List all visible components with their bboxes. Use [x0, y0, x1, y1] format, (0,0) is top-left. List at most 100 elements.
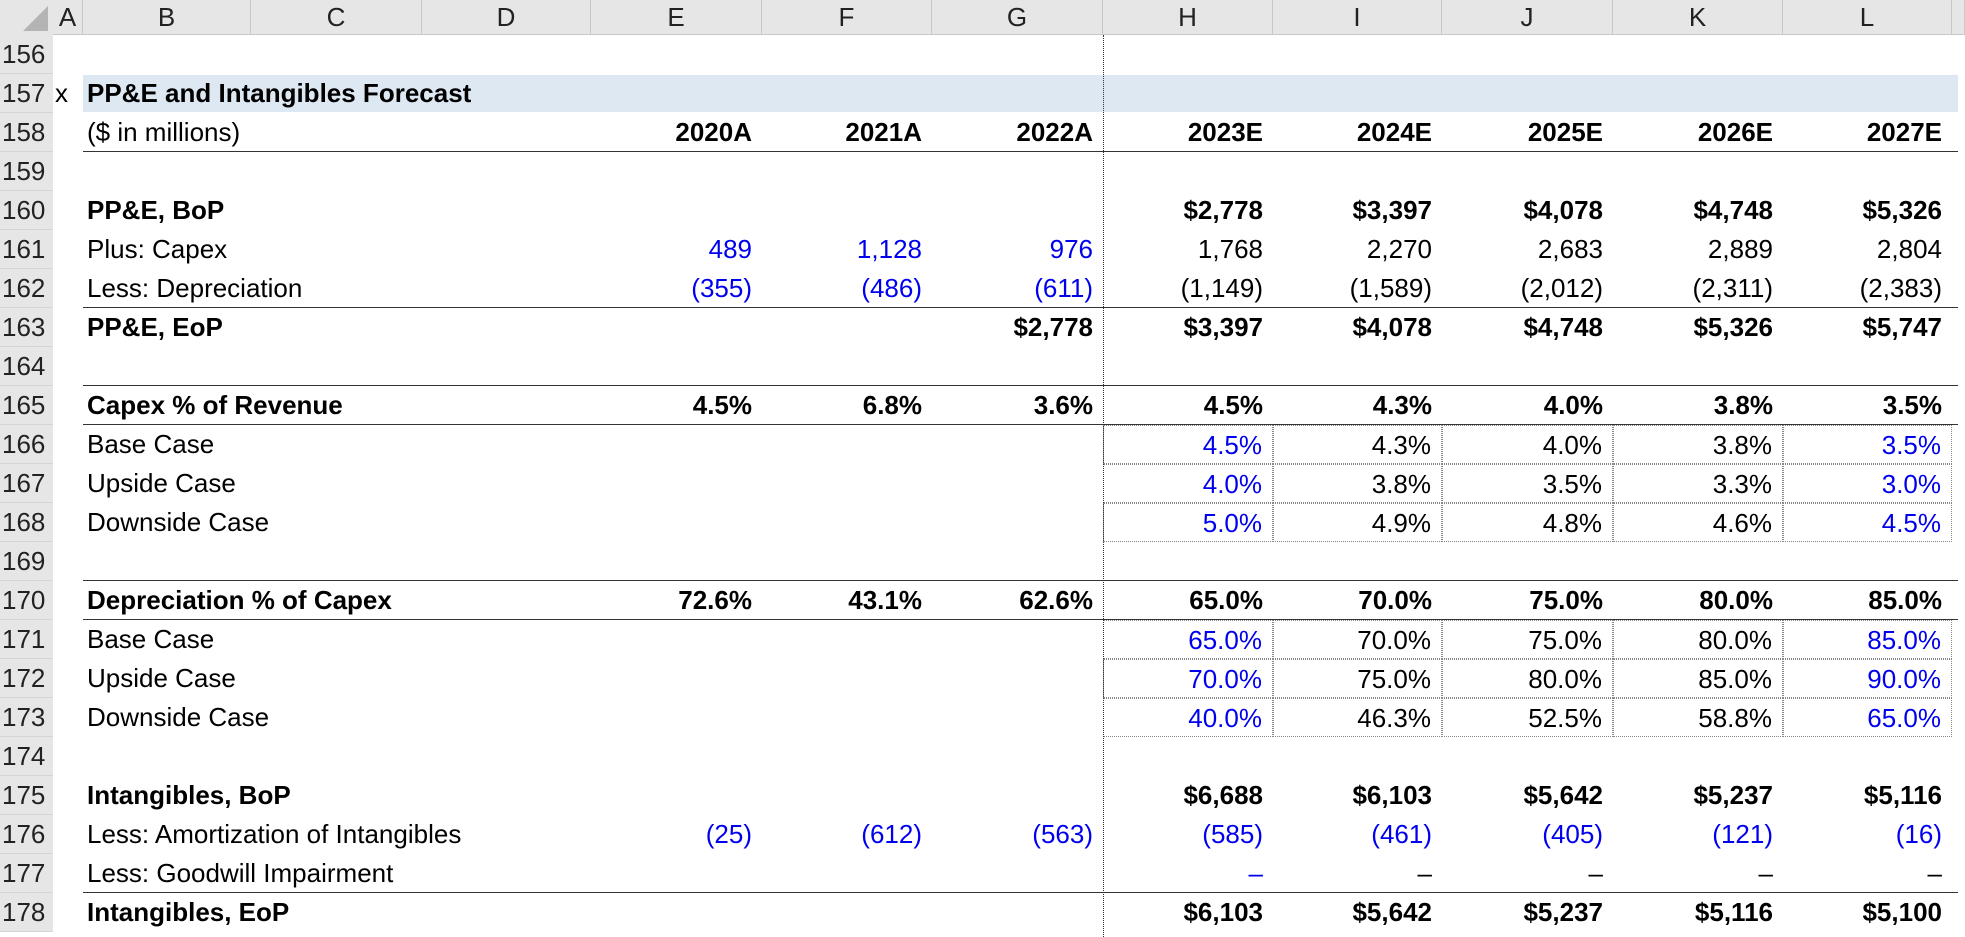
- cell[interactable]: 2026E: [1697, 117, 1773, 147]
- cell[interactable]: 3.5%: [1442, 464, 1613, 503]
- row-number[interactable]: 158: [0, 113, 53, 152]
- cell[interactable]: 4.0%: [1442, 425, 1613, 464]
- empty-cell[interactable]: [762, 659, 932, 698]
- cell[interactable]: 2,804: [1876, 234, 1942, 264]
- empty-cell[interactable]: [591, 854, 762, 893]
- row-number[interactable]: 175: [0, 776, 53, 815]
- row-number[interactable]: 169: [0, 542, 53, 581]
- column-header[interactable]: I: [1273, 0, 1442, 35]
- cell[interactable]: 4.5%: [1783, 503, 1952, 542]
- row-number[interactable]: 170: [0, 581, 53, 620]
- cell[interactable]: 80.0%: [1613, 620, 1783, 659]
- cell[interactable]: 2021A: [845, 117, 922, 147]
- cell[interactable]: $4,078: [1352, 312, 1432, 342]
- row-number[interactable]: 161: [0, 230, 53, 269]
- cell[interactable]: $6,103: [1352, 780, 1432, 810]
- cell[interactable]: 3.8%: [1713, 390, 1773, 420]
- row-number[interactable]: 163: [0, 308, 53, 347]
- cell[interactable]: 85.0%: [1613, 659, 1783, 698]
- column-header[interactable]: E: [591, 0, 762, 35]
- row-number[interactable]: 167: [0, 464, 53, 503]
- column-header[interactable]: A: [53, 0, 83, 35]
- row-number[interactable]: 164: [0, 347, 53, 386]
- cell[interactable]: 4.3%: [1273, 425, 1442, 464]
- row-number[interactable]: 156: [0, 35, 53, 74]
- cell[interactable]: 5.0%: [1103, 503, 1273, 542]
- cell[interactable]: 70.0%: [1358, 585, 1432, 615]
- cell[interactable]: 3.8%: [1273, 464, 1442, 503]
- empty-cell[interactable]: [762, 698, 932, 737]
- cell[interactable]: 80.0%: [1699, 585, 1773, 615]
- column-header[interactable]: C: [251, 0, 422, 35]
- cell[interactable]: (461): [1371, 819, 1432, 849]
- cell[interactable]: 65.0%: [1189, 585, 1263, 615]
- cell[interactable]: 85.0%: [1783, 620, 1952, 659]
- cell[interactable]: 75.0%: [1529, 585, 1603, 615]
- cell[interactable]: $4,078: [1523, 195, 1603, 225]
- cell[interactable]: 2023E: [1187, 117, 1263, 147]
- empty-cell[interactable]: [932, 425, 1103, 464]
- row-number[interactable]: 157: [0, 74, 53, 113]
- cell[interactable]: 2024E: [1356, 117, 1432, 147]
- empty-cell[interactable]: [932, 776, 1103, 815]
- empty-cell[interactable]: [932, 464, 1103, 503]
- row-number[interactable]: 174: [0, 737, 53, 776]
- cell[interactable]: $5,642: [1352, 897, 1432, 927]
- row-number[interactable]: 165: [0, 386, 53, 425]
- row-number[interactable]: 160: [0, 191, 53, 230]
- row-number[interactable]: 168: [0, 503, 53, 542]
- cell[interactable]: $6,103: [1183, 897, 1263, 927]
- row-number[interactable]: 162: [0, 269, 53, 308]
- cell[interactable]: 4.9%: [1273, 503, 1442, 542]
- cell[interactable]: 1,128: [856, 234, 922, 264]
- cell[interactable]: $4,748: [1693, 195, 1773, 225]
- cell[interactable]: (563): [1032, 819, 1093, 849]
- cell[interactable]: $5,326: [1862, 195, 1942, 225]
- empty-cell[interactable]: [932, 659, 1103, 698]
- empty-cell[interactable]: [591, 620, 762, 659]
- cell[interactable]: $5,747: [1862, 312, 1942, 342]
- cell[interactable]: 3.0%: [1783, 464, 1952, 503]
- cell[interactable]: $5,100: [1862, 897, 1942, 927]
- cell[interactable]: 4.6%: [1613, 503, 1783, 542]
- cell[interactable]: $5,326: [1693, 312, 1773, 342]
- cell[interactable]: 72.6%: [678, 585, 752, 615]
- cell[interactable]: $5,237: [1693, 780, 1773, 810]
- cell[interactable]: (1,149): [1180, 273, 1263, 303]
- cell[interactable]: 2,270: [1366, 234, 1432, 264]
- row-number[interactable]: 176: [0, 815, 53, 854]
- cell[interactable]: 3.5%: [1882, 390, 1942, 420]
- cell[interactable]: 2,683: [1537, 234, 1603, 264]
- cell[interactable]: 58.8%: [1613, 698, 1783, 737]
- row-number[interactable]: 178: [0, 893, 53, 932]
- row-number[interactable]: 166: [0, 425, 53, 464]
- cell[interactable]: –: [1248, 858, 1263, 888]
- empty-cell[interactable]: [932, 191, 1103, 230]
- column-header[interactable]: G: [932, 0, 1103, 35]
- cell[interactable]: 4.5%: [1203, 390, 1263, 420]
- cell[interactable]: $2,778: [1183, 195, 1263, 225]
- column-header[interactable]: J: [1442, 0, 1613, 35]
- empty-cell[interactable]: [762, 308, 932, 347]
- empty-cell[interactable]: [762, 191, 932, 230]
- empty-cell[interactable]: [762, 854, 932, 893]
- select-all-corner[interactable]: [0, 0, 53, 35]
- cell[interactable]: 75.0%: [1442, 620, 1613, 659]
- cell[interactable]: 4.5%: [692, 390, 752, 420]
- cell[interactable]: 6.8%: [862, 390, 922, 420]
- cell[interactable]: 46.3%: [1273, 698, 1442, 737]
- cell[interactable]: 2027E: [1866, 117, 1942, 147]
- column-header[interactable]: F: [762, 0, 932, 35]
- cell[interactable]: (1,589): [1349, 273, 1432, 303]
- empty-cell[interactable]: [762, 503, 932, 542]
- empty-cell[interactable]: [591, 425, 762, 464]
- cell[interactable]: 976: [1049, 234, 1093, 264]
- cell[interactable]: (2,311): [1692, 273, 1773, 303]
- cell[interactable]: 40.0%: [1103, 698, 1273, 737]
- cell[interactable]: 1,768: [1197, 234, 1263, 264]
- empty-cell[interactable]: [932, 698, 1103, 737]
- cell[interactable]: 4.5%: [1103, 425, 1273, 464]
- empty-cell[interactable]: [932, 854, 1103, 893]
- cell[interactable]: (611): [1034, 273, 1093, 303]
- empty-cell[interactable]: [932, 503, 1103, 542]
